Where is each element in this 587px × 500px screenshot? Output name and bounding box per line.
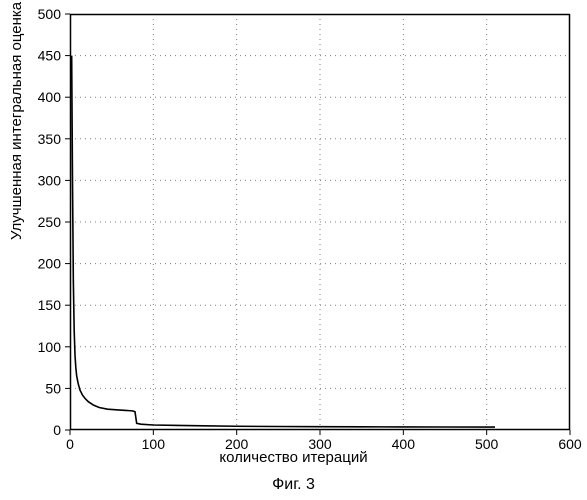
y-axis-label: Улучшенная интегральная оценка xyxy=(8,2,25,240)
chart-svg: 0100200300400500600050100150200250300350… xyxy=(70,14,570,430)
figure: Улучшенная интегральная оценка 010020030… xyxy=(0,0,587,500)
svg-text:250: 250 xyxy=(38,214,62,230)
plot-area: 0100200300400500600050100150200250300350… xyxy=(70,14,570,430)
svg-text:150: 150 xyxy=(38,297,62,313)
svg-text:100: 100 xyxy=(38,339,62,355)
svg-text:200: 200 xyxy=(38,256,62,272)
svg-text:450: 450 xyxy=(38,48,62,64)
svg-text:300: 300 xyxy=(38,172,62,188)
figure-caption: Фиг. 3 xyxy=(0,476,587,494)
x-axis-label: количество итераций xyxy=(0,449,587,466)
svg-text:400: 400 xyxy=(38,89,62,105)
svg-text:0: 0 xyxy=(53,422,61,438)
svg-text:350: 350 xyxy=(38,131,62,147)
svg-text:500: 500 xyxy=(38,6,62,22)
svg-text:50: 50 xyxy=(45,380,61,396)
